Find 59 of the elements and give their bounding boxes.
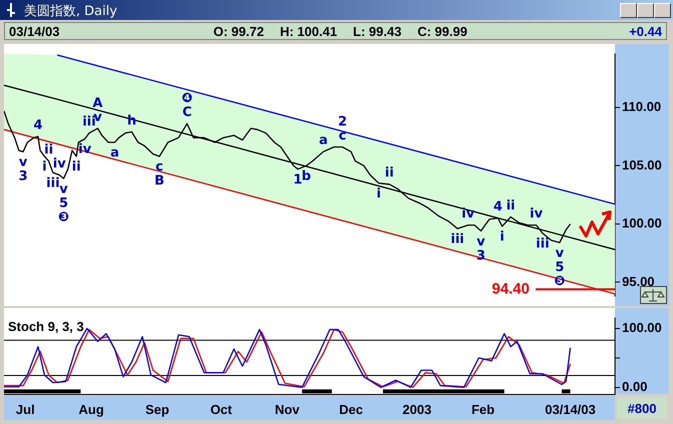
text: 03/14/03: [9, 24, 60, 38]
annotation: iii: [46, 176, 60, 192]
annotation: 2: [338, 114, 348, 130]
annotation: c: [156, 160, 164, 175]
annotation: 3: [18, 169, 28, 184]
y-tick-label: 100.00: [622, 216, 662, 231]
chart-title: Stoch 9, 3, 3: [8, 318, 84, 334]
ref-line-label: 94.40: [492, 280, 530, 298]
annotation: a: [110, 146, 120, 161]
x-tick-label: Sep: [145, 402, 170, 417]
text: H: 100.41: [280, 24, 338, 38]
annotation: iv: [530, 206, 544, 222]
annotation: v: [476, 234, 486, 250]
annotation: iii: [536, 236, 550, 252]
annotation: iii: [450, 232, 464, 247]
annotation: ❸: [58, 210, 70, 225]
text: #800: [617, 397, 667, 419]
annotation: iv: [462, 206, 476, 222]
y-tick-label: 0.00: [622, 378, 648, 394]
annotation: ii: [506, 198, 516, 214]
x-tick-label: Oct: [210, 402, 233, 417]
annotation: ii: [44, 142, 54, 158]
annotation: i: [376, 186, 381, 202]
annotation: iv: [52, 156, 66, 172]
annotation: B: [154, 174, 164, 189]
text: O: 99.72: [213, 24, 264, 38]
x-tick-label: Dec: [339, 402, 363, 417]
x-tick-label: Jul: [16, 402, 35, 417]
x-tick-label: 2003: [402, 402, 432, 417]
annotation: 4: [493, 199, 502, 214]
x-tick-label: Aug: [78, 402, 104, 417]
annotation: 5: [59, 196, 68, 211]
annotation: a: [318, 133, 328, 148]
annotation: i: [500, 230, 504, 245]
annotation: ❹: [182, 91, 193, 106]
y-tick-label: 110.00: [622, 98, 662, 114]
annotation: v: [555, 246, 564, 261]
annotation: ii: [72, 160, 81, 175]
annotation: i: [42, 160, 47, 175]
y-tick-label: 95.00: [622, 274, 655, 289]
annotation: C: [182, 105, 192, 120]
annotation: ii: [384, 166, 394, 181]
chart-title: 美圆指数, Daily: [24, 3, 118, 20]
y-tick-label: 100.00: [622, 320, 662, 335]
text: L: 99.43: [353, 24, 402, 38]
x-tick-label: Nov: [274, 402, 300, 417]
annotation: b: [302, 169, 311, 184]
annotation: c: [338, 128, 346, 144]
annotation: 5: [555, 260, 564, 275]
x-tick-label: Feb: [471, 402, 495, 417]
annotation: 4: [34, 118, 43, 133]
annotation: A: [92, 96, 103, 111]
text: +0.44: [629, 24, 662, 38]
annotation: 1: [293, 172, 302, 188]
x-tick-label: 03/14/03: [544, 402, 596, 417]
text: C: 99.99: [417, 24, 468, 38]
annotation: v: [59, 182, 68, 197]
annotation: v: [18, 155, 28, 170]
y-tick-label: 105.00: [622, 157, 662, 172]
